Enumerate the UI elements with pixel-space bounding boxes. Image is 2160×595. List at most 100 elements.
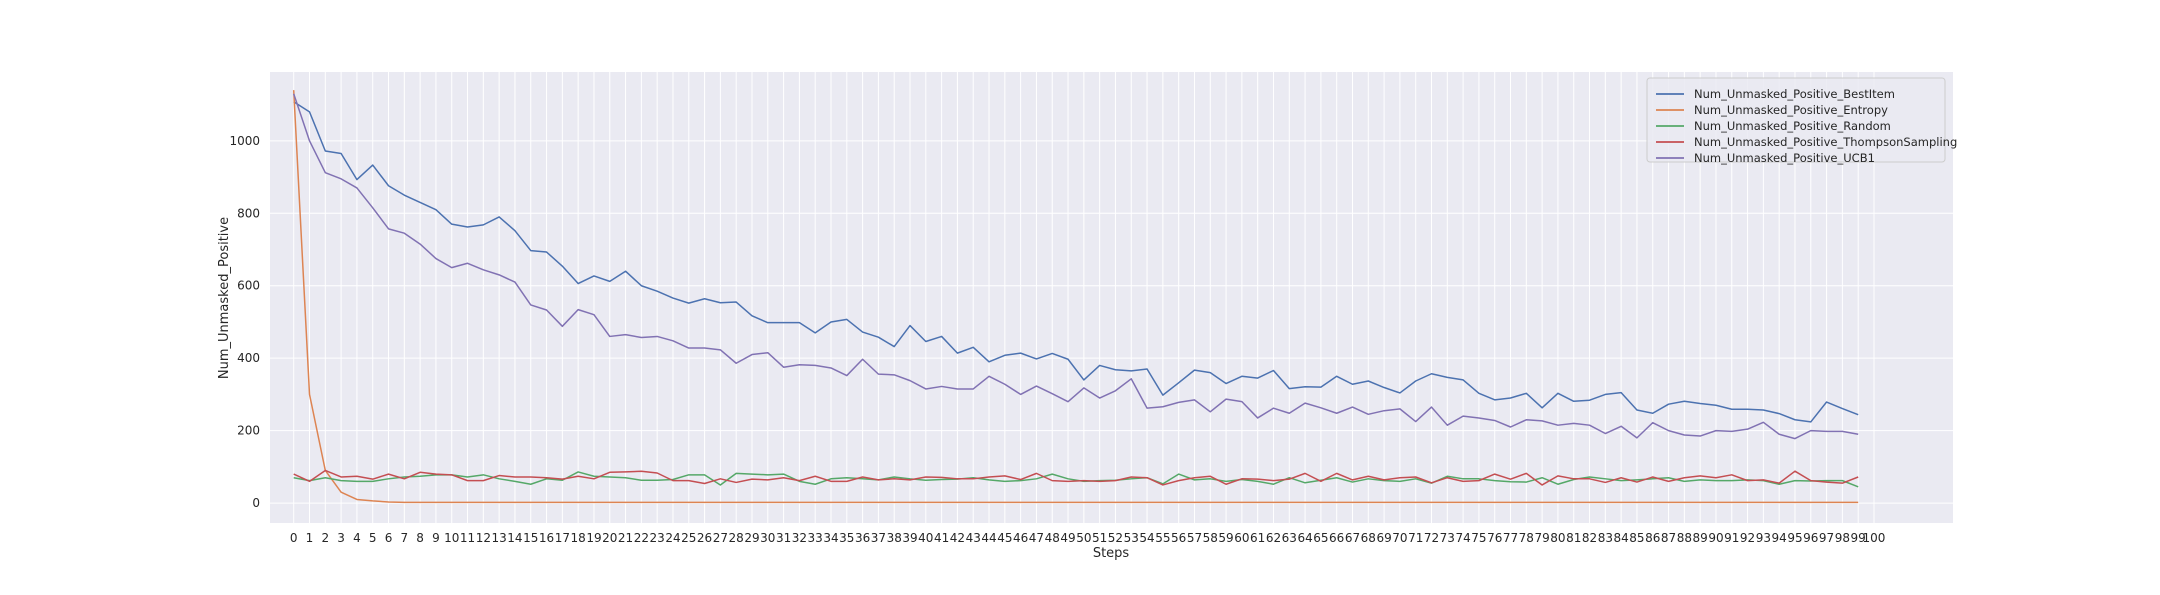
x-tick-label: 56 xyxy=(1171,531,1186,545)
x-tick-label: 54 xyxy=(1139,531,1154,545)
x-tick-label: 8 xyxy=(416,531,424,545)
x-tick-label: 36 xyxy=(855,531,870,545)
x-tick-label: 6 xyxy=(385,531,393,545)
x-tick-label: 2 xyxy=(321,531,329,545)
x-tick-label: 21 xyxy=(618,531,633,545)
x-tick-label: 96 xyxy=(1803,531,1818,545)
series-line-thompsonsampling xyxy=(293,469,1859,486)
x-tick-label: 93 xyxy=(1756,531,1771,545)
x-tick-label: 18 xyxy=(571,531,586,545)
x-tick-label: 95 xyxy=(1787,531,1802,545)
x-tick-label: 57 xyxy=(1187,531,1202,545)
x-tick-labels: 0 1 2 3 4 5 6 7 8 9 10 11 12 13 14 15 16 17 18 19 20 21 22 23 24… xyxy=(290,531,1886,545)
x-tick-label: 66 xyxy=(1329,531,1344,545)
x-tick-label: 19 xyxy=(586,531,601,545)
x-tick-label: 100 xyxy=(1863,531,1886,545)
x-tick-label: 86 xyxy=(1645,531,1660,545)
x-tick-label: 69 xyxy=(1376,531,1391,545)
x-tick-label: 34 xyxy=(823,531,838,545)
x-tick-label: 40 xyxy=(918,531,933,545)
x-tick-label: 70 xyxy=(1392,531,1407,545)
x-tick-label: 7 xyxy=(401,531,409,545)
x-tick-label: 3 xyxy=(337,531,345,545)
x-tick-label: 42 xyxy=(950,531,965,545)
x-tick-label: 11 xyxy=(460,531,475,545)
x-tick-label: 55 xyxy=(1155,531,1170,545)
x-tick-label: 83 xyxy=(1598,531,1613,545)
legend: Num_Unmasked_Positive_BestItem Num_Unmask… xyxy=(1646,77,1957,165)
y-tick-label: 200 xyxy=(237,424,260,438)
x-tick-label: 68 xyxy=(1361,531,1376,545)
x-tick-label: 74 xyxy=(1455,531,1470,545)
x-tick-label: 46 xyxy=(1013,531,1028,545)
x-tick-label: 78 xyxy=(1519,531,1534,545)
x-tick-label: 10 xyxy=(444,531,459,545)
y-tick-label: 600 xyxy=(237,279,260,293)
x-tick-label: 32 xyxy=(792,531,807,545)
y-tick-label: 800 xyxy=(237,206,260,220)
x-tick-label: 31 xyxy=(776,531,791,545)
x-tick-label: 25 xyxy=(681,531,696,545)
series-line-random xyxy=(293,471,1859,488)
y-tick-label: 400 xyxy=(237,351,260,365)
x-tick-label: 39 xyxy=(902,531,917,545)
legend-label-bestitem: Num_Unmasked_Positive_BestItem xyxy=(1694,87,1895,101)
x-tick-label: 23 xyxy=(650,531,665,545)
x-tick-label: 71 xyxy=(1408,531,1423,545)
x-tick-label: 48 xyxy=(1045,531,1060,545)
legend-label-thompsonsampling: Num_Unmasked_Positive_ThompsonSampling xyxy=(1694,135,1957,149)
x-tick-label: 88 xyxy=(1677,531,1692,545)
x-tick-label: 30 xyxy=(760,531,775,545)
series-layer xyxy=(292,90,1859,504)
x-tick-label: 90 xyxy=(1708,531,1723,545)
legend-items: Num_Unmasked_Positive_BestItem Num_Unmask… xyxy=(1656,87,1957,165)
x-tick-label: 65 xyxy=(1313,531,1328,545)
x-tick-label: 92 xyxy=(1740,531,1755,545)
x-tick-label: 89 xyxy=(1693,531,1708,545)
x-tick-label: 38 xyxy=(887,531,902,545)
x-tick-label: 24 xyxy=(665,531,680,545)
legend-label-entropy: Num_Unmasked_Positive_Entropy xyxy=(1694,103,1888,117)
x-tick-label: 59 xyxy=(1218,531,1233,545)
x-tick-label: 22 xyxy=(634,531,649,545)
x-tick-label: 53 xyxy=(1124,531,1139,545)
x-tick-label: 41 xyxy=(934,531,949,545)
x-tick-label: 13 xyxy=(492,531,507,545)
series-line-bestitem xyxy=(293,101,1859,423)
x-tick-label: 45 xyxy=(997,531,1012,545)
y-axis-label: Num_Unmasked_Positive xyxy=(217,217,232,379)
x-tick-label: 20 xyxy=(602,531,617,545)
x-tick-label: 91 xyxy=(1724,531,1739,545)
x-tick-label: 12 xyxy=(476,531,491,545)
x-tick-label: 37 xyxy=(871,531,886,545)
x-tick-label: 98 xyxy=(1835,531,1850,545)
x-tick-label: 67 xyxy=(1345,531,1360,545)
x-tick-label: 49 xyxy=(1060,531,1075,545)
x-tick-label: 51 xyxy=(1092,531,1107,545)
x-tick-label: 27 xyxy=(713,531,728,545)
x-tick-label: 33 xyxy=(808,531,823,545)
x-tick-label: 82 xyxy=(1582,531,1597,545)
x-tick-label: 0 xyxy=(290,531,298,545)
x-tick-label: 85 xyxy=(1629,531,1644,545)
x-tick-label: 87 xyxy=(1661,531,1676,545)
x-tick-label: 5 xyxy=(369,531,377,545)
x-tick-label: 1 xyxy=(306,531,314,545)
legend-label-ucb1: Num_Unmasked_Positive_UCB1 xyxy=(1694,151,1875,165)
x-tick-label: 99 xyxy=(1851,531,1866,545)
x-tick-label: 29 xyxy=(744,531,759,545)
x-tick-label: 9 xyxy=(432,531,440,545)
x-tick-label: 44 xyxy=(981,531,996,545)
x-tick-label: 52 xyxy=(1108,531,1123,545)
x-tick-label: 72 xyxy=(1424,531,1439,545)
y-tick-label: 0 xyxy=(252,496,260,510)
x-tick-label: 60 xyxy=(1234,531,1249,545)
x-tick-label: 17 xyxy=(555,531,570,545)
legend-box xyxy=(1646,77,1946,163)
x-tick-label: 43 xyxy=(966,531,981,545)
x-tick-label: 63 xyxy=(1282,531,1297,545)
x-tick-label: 15 xyxy=(523,531,538,545)
x-tick-label: 62 xyxy=(1266,531,1281,545)
x-tick-label: 94 xyxy=(1772,531,1787,545)
x-tick-label: 61 xyxy=(1250,531,1265,545)
